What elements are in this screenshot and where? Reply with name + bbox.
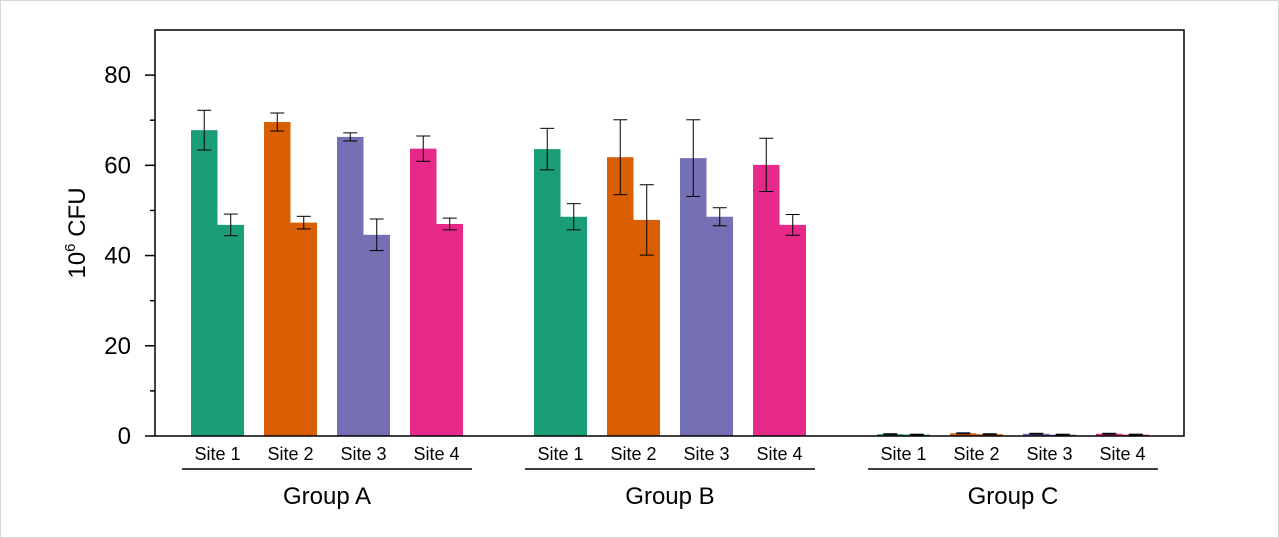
axes	[154, 29, 1185, 437]
bar-second	[290, 222, 317, 436]
error-bars	[197, 109, 1143, 436]
x-axis-labels: Site 1 Site 2 Site 3 Site 4 Group A Site 1 Sit…	[182, 444, 1158, 510]
bar-first	[410, 148, 437, 437]
bar-series	[191, 122, 1149, 437]
bar-first	[264, 122, 291, 436]
site-label: Site 2	[610, 444, 656, 464]
y-axis-label-unit: CFU	[64, 187, 91, 243]
bar-second	[363, 234, 390, 436]
bar-second	[633, 219, 660, 436]
bar-second	[779, 224, 806, 436]
y-axis-label: 106 CFU	[62, 187, 91, 278]
y-axis-label-exponent: 6	[62, 243, 79, 251]
group-label: Group C	[968, 483, 1059, 510]
site-label: Site 1	[880, 444, 926, 464]
site-label: Site 4	[413, 444, 459, 464]
y-tick-label: 20	[104, 333, 131, 360]
bar-first	[337, 136, 364, 436]
site-label: Site 2	[953, 444, 999, 464]
bar-first	[753, 164, 780, 437]
site-label: Site 3	[1026, 444, 1072, 464]
site-label: Site 3	[683, 444, 729, 464]
site-label: Site 4	[1099, 444, 1145, 464]
plot-frame	[154, 29, 1185, 437]
site-label: Site 1	[537, 444, 583, 464]
bar-second	[217, 224, 244, 436]
group-label: Group B	[625, 483, 714, 510]
bar-first	[1023, 433, 1050, 436]
y-tick-label: 80	[104, 62, 131, 89]
y-tick-label: 40	[104, 243, 131, 270]
bar-second	[560, 216, 587, 436]
bar-first	[1096, 433, 1123, 436]
bar-first	[680, 158, 707, 437]
bar-first	[191, 130, 218, 436]
bar-second	[706, 216, 733, 436]
site-label: Site 4	[756, 444, 802, 464]
site-label: Site 3	[340, 444, 386, 464]
group-label: Group A	[283, 483, 371, 510]
bar-first	[950, 433, 977, 436]
bar-first	[534, 149, 561, 437]
bar-first	[607, 157, 634, 437]
bar-second	[436, 223, 463, 436]
y-axis-ticks: 0 20 40 60 80	[104, 62, 155, 450]
y-tick-label: 0	[118, 423, 131, 450]
site-label: Site 1	[194, 444, 240, 464]
y-axis-label-base: 10	[64, 252, 91, 279]
y-tick-label: 60	[104, 152, 131, 179]
site-label: Site 2	[267, 444, 313, 464]
